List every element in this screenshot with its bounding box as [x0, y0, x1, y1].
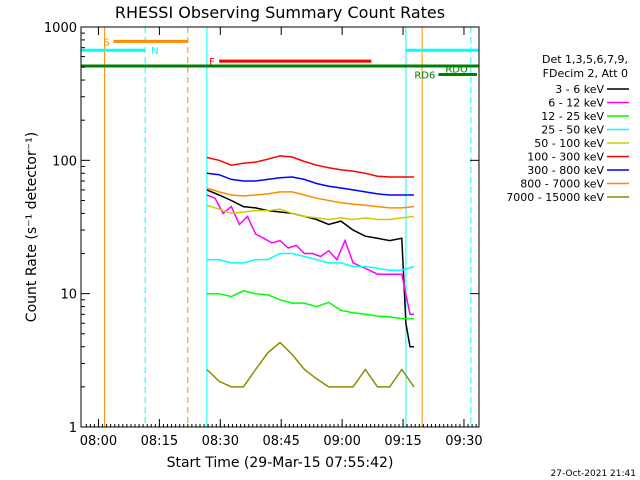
series-line-6	[206, 172, 414, 196]
y-tick-label-3: 1000	[44, 21, 77, 36]
x-tick-label-5: 09:15	[384, 434, 421, 449]
y-tick-label-2: 100	[52, 154, 77, 169]
x-tick-label-6: 09:30	[445, 434, 482, 449]
series-line-0	[206, 189, 414, 348]
series-layer	[206, 155, 415, 388]
legend: Det 1,3,5,6,7,9,FDecim 2, Att 0 3 - 6 keV…	[506, 53, 629, 204]
x-tick-label-4: 09:00	[323, 434, 360, 449]
x-tick-label-0: 08:00	[80, 434, 117, 449]
legend-label-0: 3 - 6 keV	[555, 83, 604, 96]
annotation-label-0: S	[103, 37, 109, 48]
legend-label-7: 800 - 7000 keV	[520, 178, 604, 191]
annotation-label-6: RD6	[414, 71, 435, 82]
legend-label-8: 7000 - 15000 keV	[506, 191, 604, 204]
chart-title: RHESSI Observing Summary Count Rates	[115, 3, 445, 22]
y-axis-label: Count Rate (s⁻¹ detector⁻¹)	[24, 132, 40, 322]
series-line-7	[206, 187, 415, 209]
series-line-5	[206, 155, 414, 178]
legend-label-4: 50 - 100 keV	[534, 137, 604, 150]
annotation-label-5: RDO	[445, 64, 468, 75]
legend-label-3: 25 - 50 keV	[541, 124, 604, 137]
legend-label-2: 12 - 25 keV	[541, 110, 604, 123]
legend-label-5: 100 - 300 keV	[527, 151, 604, 164]
y-tick-label-0: 1	[69, 421, 77, 436]
legend-label-1: 6 - 12 keV	[548, 97, 604, 110]
legend-header-0: Det 1,3,5,6,7,9,	[542, 53, 628, 66]
series-line-2	[206, 290, 414, 320]
legend-label-6: 300 - 800 keV	[527, 164, 604, 177]
annotation-label-1: N	[151, 46, 158, 57]
x-axis-label: Start Time (29-Mar-15 07:55:42)	[167, 455, 394, 471]
timestamp: 27-Oct-2021 21:41	[551, 469, 636, 479]
plot-frame	[80, 26, 480, 428]
annotation-label-2: F	[209, 57, 215, 68]
x-tick-label-1: 08:15	[141, 434, 178, 449]
overlay-lines	[104, 27, 472, 427]
x-axis: 08:00 08:15 08:30 08:45 09:00 09:15 09:30	[80, 27, 483, 449]
series-line-3	[206, 252, 415, 271]
annotation-layer: S N F RDO RD6	[81, 37, 479, 82]
y-tick-label-1: 10	[60, 288, 77, 303]
x-tick-label-3: 08:45	[262, 434, 299, 449]
series-line-4	[206, 204, 415, 221]
series-line-8	[206, 341, 415, 388]
x-tick-label-2: 08:30	[202, 434, 239, 449]
series-line-1	[206, 194, 414, 316]
legend-header-1: FDecim 2, Att 0	[543, 67, 628, 80]
y-axis: 1 10 100 1000	[44, 21, 479, 436]
